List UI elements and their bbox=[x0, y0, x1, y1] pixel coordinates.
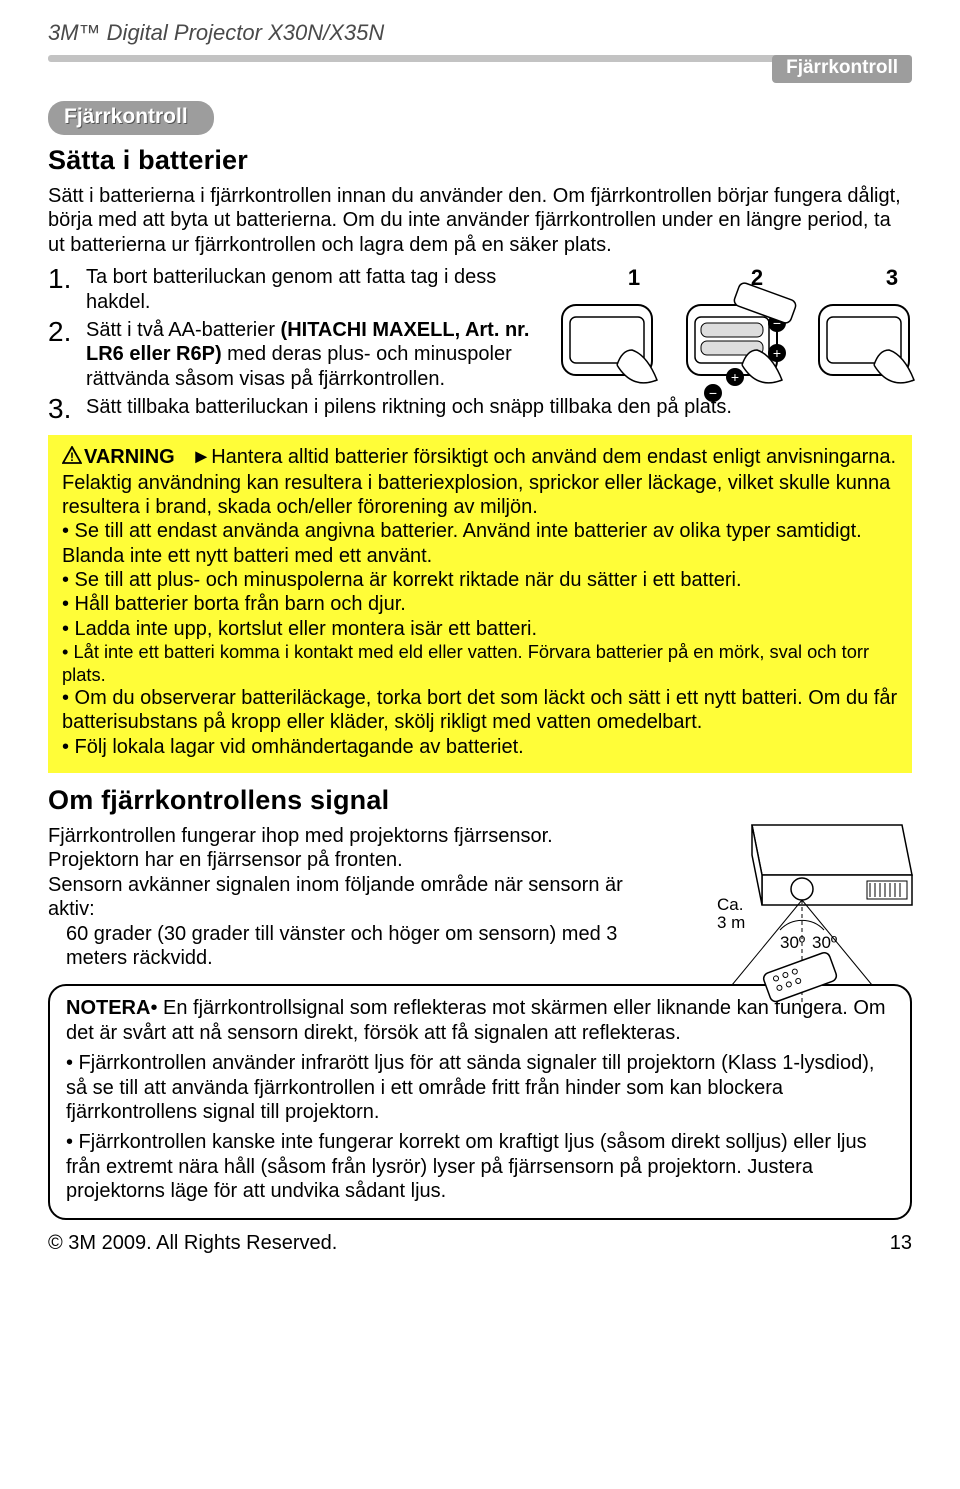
svg-text:+: + bbox=[731, 369, 739, 385]
warning-bullet: • Ladda inte upp, kortslut eller montera… bbox=[62, 617, 898, 641]
note-label: NOTERA bbox=[66, 997, 150, 1019]
warning-lead: ►Hantera alltid batterier försiktigt och… bbox=[62, 446, 896, 518]
diagram-label-1: 1 bbox=[628, 265, 640, 290]
step-number: 3. bbox=[48, 395, 76, 423]
warning-bullet: • Se till att endast använda angivna bat… bbox=[62, 519, 898, 568]
steps-container: 1 2 3 − + + − bbox=[48, 265, 912, 423]
step-text-pre: Sätt i två AA-batterier bbox=[86, 319, 281, 341]
section-pill: Fjärrkontroll bbox=[48, 101, 214, 135]
distance-label: Ca.3 m bbox=[717, 895, 745, 932]
copyright: © 3M 2009. All Rights Reserved. bbox=[48, 1232, 337, 1255]
signal-line: Fjärrkontrollen fungerar ihop med projek… bbox=[48, 824, 668, 848]
signal-diagram: 30º 30º Ca.3 m bbox=[672, 815, 922, 1015]
page-footer: © 3M 2009. All Rights Reserved. 13 bbox=[48, 1232, 912, 1255]
page-header: 3M™ Digital Projector X30N/X35N Fjärrkon… bbox=[48, 20, 912, 81]
warning-bullet: • Om du observerar batteriläckage, torka… bbox=[62, 686, 898, 735]
page-number: 13 bbox=[890, 1232, 912, 1255]
signal-line: 60 grader (30 grader till vänster och hö… bbox=[48, 922, 668, 971]
warning-triangle-icon: ! bbox=[62, 446, 82, 470]
signal-line: Sensorn avkänner signalen inom följande … bbox=[48, 873, 668, 922]
svg-text:!: ! bbox=[70, 450, 74, 464]
intro-paragraph: Sätt i batterierna i fjärrkontrollen inn… bbox=[48, 184, 912, 257]
step-body: Ta bort batteriluckan genom att fatta ta… bbox=[86, 265, 566, 314]
header-tab: Fjärrkontroll bbox=[772, 55, 912, 83]
note-paragraph: • Fjärrkontrollen kanske inte fungerar k… bbox=[66, 1130, 894, 1203]
warning-bullet: • Se till att plus- och minuspolerna är … bbox=[62, 568, 898, 592]
signal-section: Om fjärrkontrollens signal 30º 30º Ca.3 … bbox=[48, 785, 912, 970]
note-box: NOTERA• En fjärrkontrollsignal som refle… bbox=[48, 984, 912, 1219]
warning-bullet: • Låt inte ett batteri komma i kontakt m… bbox=[62, 641, 898, 686]
angle-label-1: 30º bbox=[780, 933, 805, 952]
signal-text: Fjärrkontrollen fungerar ihop med projek… bbox=[48, 824, 668, 970]
header-bar: Fjärrkontroll bbox=[48, 55, 912, 81]
step-number: 1. bbox=[48, 265, 76, 314]
step-body: Sätt i två AA-batterier (HITACHI MAXELL,… bbox=[86, 318, 566, 391]
step-number: 2. bbox=[48, 318, 76, 391]
warning-bullet: • Följ lokala lagar vid omhändertagande … bbox=[62, 735, 898, 759]
subheading-batteries: Sätta i batterier bbox=[48, 145, 912, 176]
warning-bullet: • Håll batterier borta från barn och dju… bbox=[62, 592, 898, 616]
diagram-label-3: 3 bbox=[886, 265, 898, 290]
subheading-signal: Om fjärrkontrollens signal bbox=[48, 785, 912, 816]
warning-box: ! VARNING ►Hantera alltid batterier förs… bbox=[48, 435, 912, 773]
svg-text:+: + bbox=[773, 345, 781, 361]
note-paragraph: • Fjärrkontrollen använder infrarött lju… bbox=[66, 1051, 894, 1124]
warning-label: VARNING bbox=[84, 446, 175, 468]
product-title: 3M™ Digital Projector X30N/X35N bbox=[48, 20, 912, 46]
svg-text:−: − bbox=[709, 385, 717, 401]
signal-line: Projektorn har en fjärrsensor på fronten… bbox=[48, 848, 668, 872]
angle-label-2: 30º bbox=[812, 933, 837, 952]
battery-diagram: 1 2 3 − + + − bbox=[552, 265, 922, 425]
